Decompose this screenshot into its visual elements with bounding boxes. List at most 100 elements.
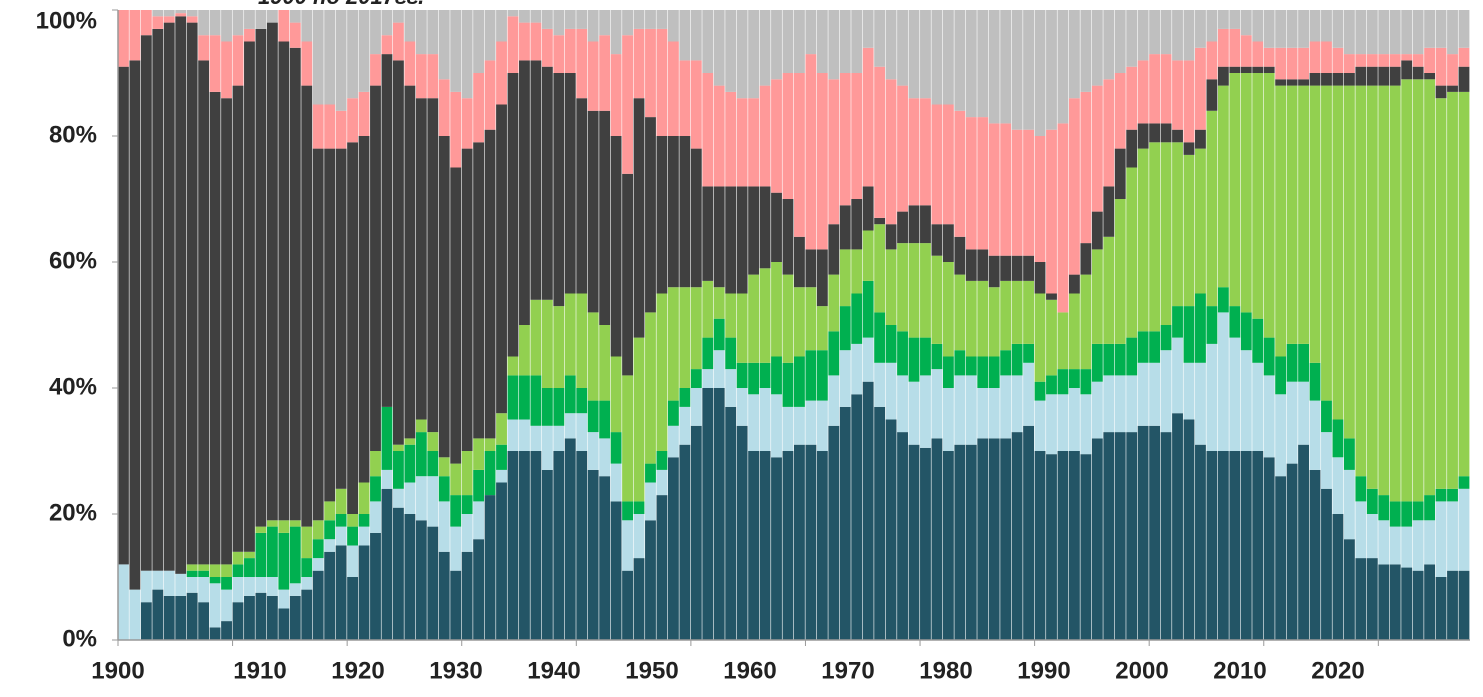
bar-segment bbox=[771, 394, 782, 458]
bar-segment bbox=[1160, 54, 1172, 124]
bar-segment bbox=[828, 425, 840, 640]
bar-segment bbox=[1298, 381, 1309, 445]
bar-segment bbox=[198, 570, 210, 577]
bar-segment bbox=[839, 350, 851, 407]
bar-segment bbox=[404, 85, 416, 439]
bar-segment bbox=[828, 79, 840, 225]
bar-segment bbox=[381, 10, 393, 36]
bar-segment bbox=[553, 451, 565, 640]
bar-segment bbox=[450, 91, 462, 168]
bar-segment bbox=[851, 199, 863, 250]
bar-segment bbox=[1286, 85, 1298, 344]
bar-segment bbox=[312, 10, 324, 105]
bar-segment bbox=[782, 406, 794, 451]
bar-segment bbox=[702, 337, 714, 370]
bar-segment bbox=[1000, 255, 1012, 281]
bar-segment bbox=[507, 451, 519, 640]
bar-segment bbox=[152, 10, 164, 17]
bar-segment bbox=[816, 350, 828, 401]
bar-segment bbox=[450, 167, 462, 464]
bar-segment bbox=[1263, 337, 1275, 376]
bar-segment bbox=[942, 262, 954, 357]
bar-segment bbox=[1275, 10, 1287, 48]
bar-segment bbox=[874, 224, 886, 313]
bar-segment bbox=[897, 211, 908, 244]
y-tick-label: 20% bbox=[49, 499, 97, 526]
bar-segment bbox=[1195, 293, 1206, 363]
bar-segment bbox=[828, 224, 840, 275]
bar-segment bbox=[828, 375, 840, 426]
bar-segment bbox=[1046, 293, 1057, 300]
bar-segment bbox=[1343, 539, 1355, 640]
bar-segment bbox=[759, 85, 771, 187]
bar-segment bbox=[1355, 501, 1367, 559]
bar-segment bbox=[1252, 318, 1264, 363]
bar-segment bbox=[794, 356, 805, 407]
bar-segment bbox=[988, 438, 1000, 640]
bar-segment bbox=[1172, 129, 1183, 143]
bar-segment bbox=[988, 255, 1000, 288]
bar-segment bbox=[1103, 186, 1115, 237]
bar-segment bbox=[954, 10, 966, 111]
bar-segment bbox=[221, 41, 232, 99]
bar-segment bbox=[415, 54, 427, 99]
bar-segment bbox=[312, 539, 324, 559]
bar-segment bbox=[461, 514, 473, 552]
bar-segment bbox=[1011, 10, 1023, 130]
bar-segment bbox=[954, 444, 966, 640]
bar-segment bbox=[931, 438, 943, 640]
bar-segment bbox=[1229, 10, 1241, 29]
bar-segment bbox=[622, 10, 633, 36]
bar-segment bbox=[347, 577, 359, 640]
bar-segment bbox=[530, 299, 542, 376]
bar-segment bbox=[221, 98, 232, 565]
bar-segment bbox=[473, 142, 485, 439]
bar-segment bbox=[1240, 35, 1252, 67]
bar-segment bbox=[1240, 312, 1252, 351]
bar-segment bbox=[301, 526, 313, 559]
bar-segment bbox=[1068, 293, 1080, 370]
bar-segment bbox=[541, 299, 553, 388]
bar-segment bbox=[1229, 306, 1241, 338]
bar-segment bbox=[473, 10, 485, 73]
bar-segment bbox=[461, 495, 473, 514]
bar-segment bbox=[782, 274, 794, 363]
bar-segment bbox=[679, 60, 691, 136]
bar-segment bbox=[1195, 47, 1206, 130]
bar-segment bbox=[381, 488, 393, 640]
bar-segment bbox=[255, 28, 267, 527]
bar-segment bbox=[175, 10, 187, 14]
bar-segment bbox=[1137, 10, 1149, 61]
bar-segment bbox=[1137, 60, 1149, 124]
bar-segment bbox=[1183, 306, 1195, 363]
bar-segment bbox=[221, 564, 232, 577]
bar-segment bbox=[725, 10, 737, 92]
bar-segment bbox=[1149, 425, 1161, 640]
bar-segment bbox=[908, 444, 920, 640]
bar-segment bbox=[1378, 66, 1390, 86]
bar-segment bbox=[232, 551, 244, 565]
bar-segment bbox=[782, 199, 794, 275]
bar-segment bbox=[1160, 432, 1172, 640]
bar-segment bbox=[965, 249, 977, 281]
bar-segment bbox=[988, 123, 1000, 256]
bar-segment bbox=[690, 369, 702, 388]
bar-segment bbox=[496, 10, 507, 42]
bar-segment bbox=[301, 85, 313, 527]
x-tick-label: 1960 bbox=[723, 657, 776, 684]
bar-segment bbox=[667, 400, 679, 426]
bar-segment bbox=[541, 425, 553, 470]
bar-segment bbox=[175, 13, 187, 17]
bar-segment bbox=[1068, 10, 1080, 99]
bar-segment bbox=[1447, 54, 1458, 86]
bar-segment bbox=[1091, 343, 1103, 382]
bar-segment bbox=[484, 10, 496, 61]
bar-segment bbox=[931, 369, 943, 439]
bar-segment bbox=[1321, 400, 1332, 433]
bar-segment bbox=[1332, 457, 1344, 514]
bar-segment bbox=[942, 104, 954, 225]
bar-segment bbox=[1080, 274, 1092, 370]
bar-segment bbox=[301, 577, 313, 590]
bar-segment bbox=[278, 520, 290, 533]
bar-segment bbox=[221, 589, 232, 622]
